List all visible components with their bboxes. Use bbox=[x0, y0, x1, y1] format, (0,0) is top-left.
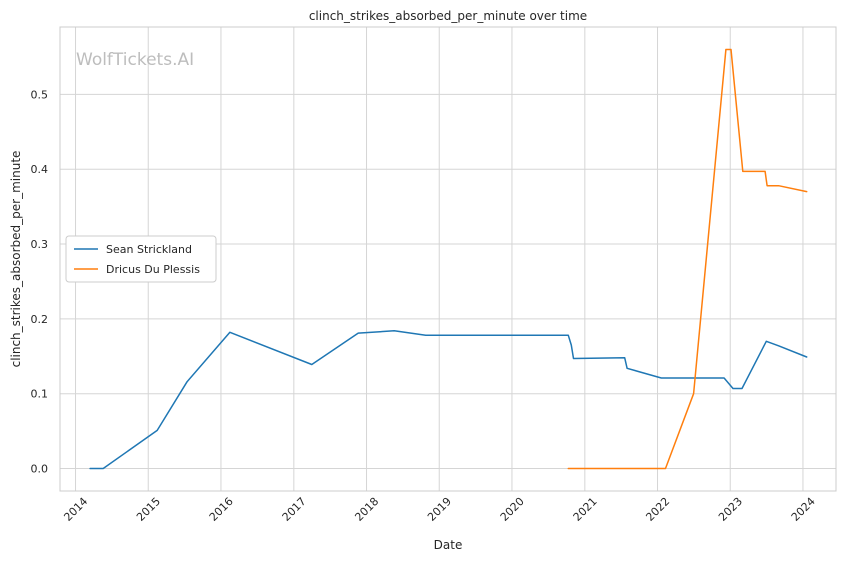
y-tick-label: 0.1 bbox=[31, 388, 49, 401]
legend-label-0: Sean Strickland bbox=[106, 243, 192, 256]
series-line-1 bbox=[567, 48, 808, 470]
legend: Sean Strickland Dricus Du Plessis bbox=[65, 235, 217, 283]
y-tick-label: 0.3 bbox=[31, 238, 49, 251]
legend-label-1: Dricus Du Plessis bbox=[106, 263, 200, 276]
series-layer bbox=[89, 48, 808, 470]
watermark-text: WolfTickets.AI bbox=[76, 50, 194, 70]
plot-area-frame bbox=[59, 26, 837, 492]
y-axis-title: clinch_strikes_absorbed_per_minute bbox=[9, 151, 23, 368]
y-tick-label: 0.4 bbox=[31, 163, 49, 176]
y-tick-labels: 0.0 0.1 0.2 0.3 0.4 0.5 bbox=[31, 88, 49, 475]
legend-box bbox=[65, 235, 217, 283]
x-axis-title: Date bbox=[434, 538, 463, 552]
y-gridlines bbox=[60, 93, 836, 470]
y-tick-label: 0.2 bbox=[31, 313, 49, 326]
y-tick-label: 0.0 bbox=[31, 463, 49, 476]
chart-title: clinch_strikes_absorbed_per_minute over … bbox=[309, 9, 587, 23]
y-tick-label: 0.5 bbox=[31, 88, 49, 101]
series-line-0 bbox=[89, 330, 808, 470]
